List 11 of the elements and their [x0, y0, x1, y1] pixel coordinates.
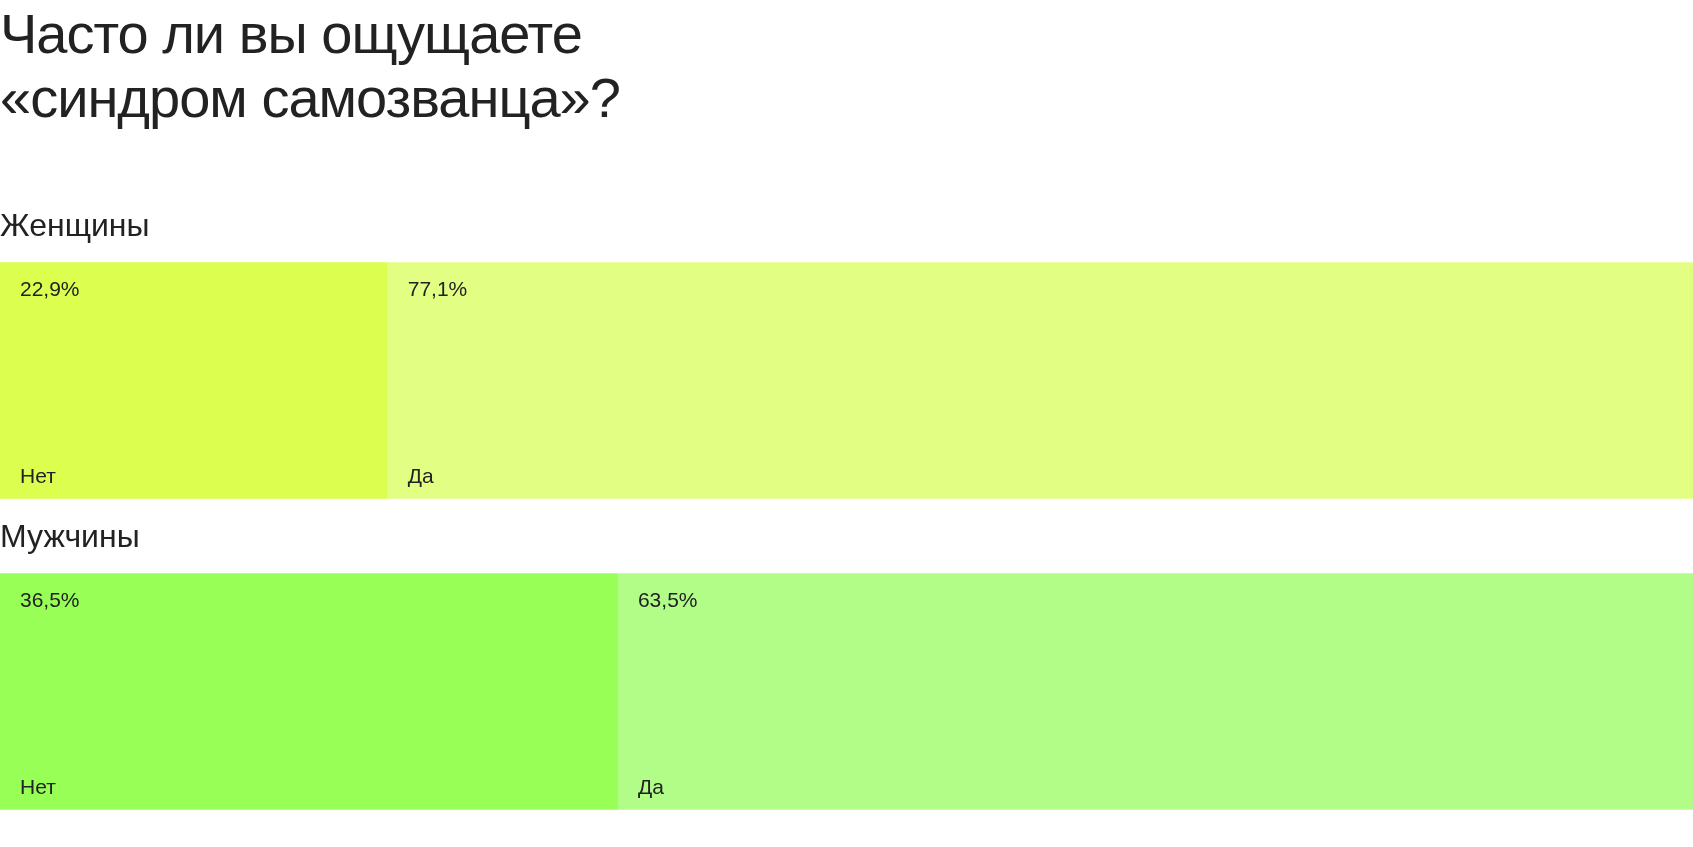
data-label: 36,5% — [20, 588, 80, 612]
data-label: 63,5% — [637, 588, 698, 612]
series-label: Нет — [20, 463, 57, 487]
series-label: Да — [407, 463, 434, 487]
text: Нет — [20, 774, 56, 798]
data-label: 77,1% — [407, 277, 468, 301]
data-label: 22,9% — [20, 277, 80, 301]
chart-title: Часто ли вы ощущаете «синдром самозванца»? — [0, 2, 621, 130]
text: Да — [637, 774, 664, 798]
y-tick-label: Мужчины — [0, 518, 140, 555]
y-tick-label: Женщины — [0, 207, 150, 244]
